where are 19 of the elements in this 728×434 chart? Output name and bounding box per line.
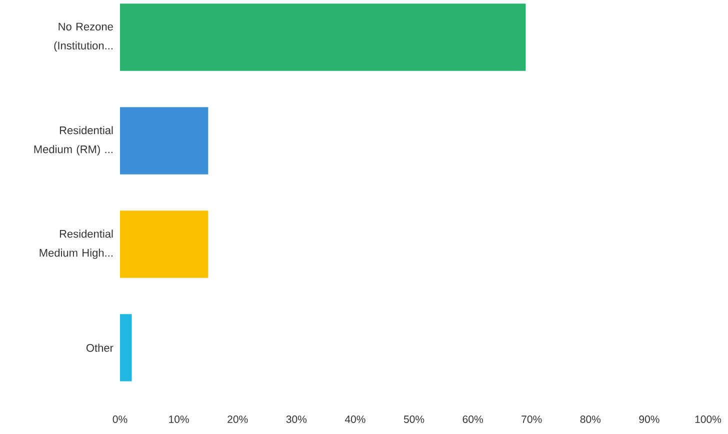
bar	[120, 4, 526, 71]
y-tick-label: Residential Medium (RM) ...	[34, 126, 113, 156]
x-tick-label: 90%	[639, 416, 660, 423]
x-tick-label: 0%	[112, 416, 128, 423]
y-tick-label: No Rezone (Institution...	[54, 22, 113, 52]
x-tick-label: 100%	[695, 416, 722, 423]
bar	[120, 314, 132, 382]
bar	[120, 210, 208, 278]
x-tick-label: 80%	[580, 416, 601, 423]
y-tick-label: Other	[86, 344, 114, 352]
x-tick-label: 70%	[522, 416, 542, 423]
bar	[120, 107, 208, 174]
x-tick-label: 20%	[228, 416, 248, 423]
y-tick-label: Residential Medium High...	[40, 230, 113, 259]
x-tick-label: 30%	[286, 416, 307, 423]
x-tick-label: 10%	[169, 416, 189, 423]
x-tick-label: 50%	[404, 416, 424, 423]
x-tick-label: 40%	[344, 416, 366, 423]
x-tick-label: 60%	[462, 416, 483, 423]
